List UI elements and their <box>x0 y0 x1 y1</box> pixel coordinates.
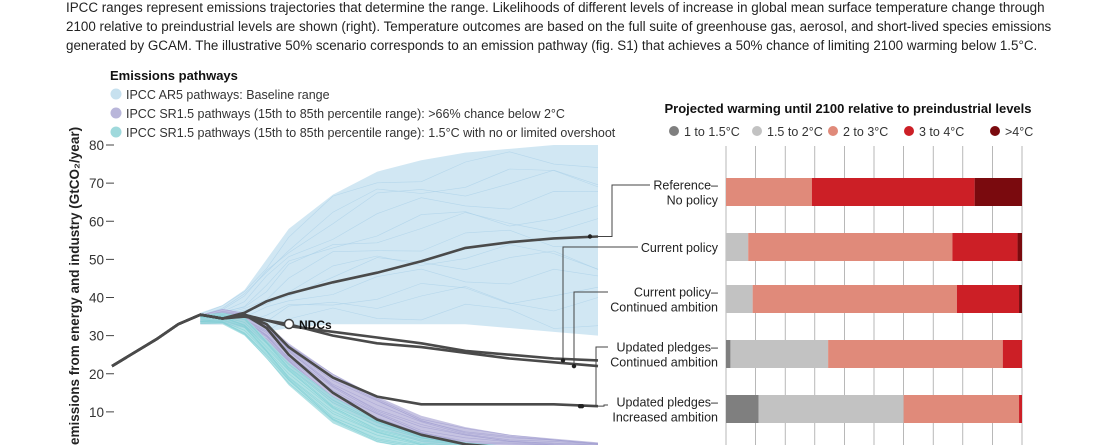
ndc-marker <box>283 318 295 330</box>
warming-bars <box>726 178 1022 423</box>
connector-dot <box>560 358 566 363</box>
connector-dot <box>587 234 593 239</box>
emissions-chart: 10 20 30 40 50 60 70 80 <box>89 138 599 445</box>
y-tick-label: 20 <box>89 367 104 382</box>
warming-category-label: Current policy <box>641 241 719 255</box>
warming-category-label: Current policy– <box>634 286 718 300</box>
y-tick-label: 70 <box>89 176 104 191</box>
range-trajectory <box>200 169 599 316</box>
warming-category-label: Updated pledges– <box>617 396 719 410</box>
legend-title: Emissions pathways <box>110 68 238 83</box>
legend-swatch <box>110 88 122 100</box>
y-axis-label: emissions from energy and industry (GtCO… <box>67 127 82 445</box>
legend-label: IPCC SR1.5 pathways (15th to 85th percen… <box>126 126 616 140</box>
range-trajectory <box>200 168 599 316</box>
legend-label: IPCC SR1.5 pathways (15th to 85th percen… <box>126 107 565 121</box>
legend-swatch <box>110 107 122 119</box>
warming-bar-segment <box>956 285 1020 313</box>
warming-bar-segment <box>726 340 731 368</box>
range-trajectory <box>200 321 427 445</box>
connector-dot <box>579 403 585 409</box>
warming-bar-segment <box>726 233 749 261</box>
warming-category-label: Reference– <box>653 179 718 193</box>
warming-bar-segment <box>758 395 904 423</box>
range-trajectory <box>200 316 471 445</box>
warming-legend-label: 2 to 3°C <box>843 125 888 139</box>
range-trajectory <box>200 322 398 445</box>
range-trajectory <box>200 244 599 321</box>
y-tick-label: 60 <box>89 214 104 229</box>
warming-category-label: Updated pledges– <box>617 341 719 355</box>
warming-bar-segment <box>726 285 753 313</box>
warming-bar-segment <box>730 340 829 368</box>
warming-bar-segment <box>952 233 1018 261</box>
warming-legend-swatch <box>828 126 838 136</box>
warming-bar-segment <box>1019 395 1022 423</box>
warming-category-label: No policy <box>667 194 719 208</box>
legend-label: IPCC AR5 pathways: Baseline range <box>126 88 330 102</box>
warming-bar-segment <box>726 395 759 423</box>
warming-bar-segment <box>748 233 953 261</box>
y-tick-label: 50 <box>89 252 104 267</box>
range-trajectory <box>200 316 475 445</box>
range-trajectory <box>200 319 435 445</box>
warming-legend-label: 3 to 4°C <box>919 125 964 139</box>
connector-dot <box>571 363 577 369</box>
warming-bar-segment <box>974 178 1022 206</box>
range-trajectory <box>200 190 599 316</box>
y-tick-label: 40 <box>89 291 104 306</box>
range-trajectory <box>200 205 599 317</box>
warming-bar-segment <box>1019 285 1022 313</box>
warming-legend-swatch <box>669 126 679 136</box>
warming-legend-swatch <box>904 126 914 136</box>
y-tick-label: 30 <box>89 329 104 344</box>
y-tick-label: 10 <box>89 405 104 420</box>
connector-lines <box>560 184 650 409</box>
legend-swatch <box>110 126 122 138</box>
range-band-baseline <box>200 145 598 336</box>
figure-caption: IPCC ranges represent emissions trajecto… <box>66 0 1052 53</box>
y-tick-label: 80 <box>89 138 104 153</box>
warming-legend-label: >4°C <box>1005 125 1033 139</box>
warming-legend-swatch <box>752 126 762 136</box>
warming-legend-label: 1 to 1.5°C <box>684 125 740 139</box>
range-trajectory <box>200 229 599 320</box>
ndc-label: NDCs <box>299 318 332 332</box>
range-trajectory <box>200 319 435 445</box>
warming-legend-swatch <box>990 126 1000 136</box>
warming-category-label: Continued ambition <box>610 301 718 315</box>
connector-line <box>580 346 608 407</box>
warming-legend-label: 1.5 to 2°C <box>767 125 823 139</box>
connector-line <box>573 291 608 367</box>
connector-line <box>582 404 608 407</box>
connector-line <box>562 246 638 361</box>
warming-category-labels: Reference–No policy Current policy Current… <box>610 179 718 425</box>
emissions-legend: IPCC AR5 pathways: Baseline range IPCC SR… <box>110 88 616 140</box>
warming-category-label: Increased ambition <box>612 411 718 425</box>
warming-bar-segment <box>828 340 1003 368</box>
warming-bar-segment <box>1002 340 1022 368</box>
warming-bar-segment <box>726 178 812 206</box>
range-trajectory <box>200 321 417 445</box>
scenario-line <box>111 313 489 445</box>
connector-line <box>590 184 650 237</box>
warming-legend: 1 to 1.5°C 1.5 to 2°C 2 to 3°C 3 to 4°C >4°C <box>669 125 1033 139</box>
warming-bar-segment <box>752 285 957 313</box>
warming-chart-title: Projected warming until 2100 relative to… <box>664 101 1031 116</box>
range-trajectory <box>200 315 483 445</box>
warming-bar-segment <box>1017 233 1022 261</box>
warming-category-label: Continued ambition <box>610 356 718 370</box>
range-trajectory <box>200 317 456 445</box>
range-trajectory <box>200 151 599 315</box>
warming-bar-segment <box>811 178 975 206</box>
warming-bar-segment <box>903 395 1020 423</box>
range-trajectory <box>200 321 409 445</box>
